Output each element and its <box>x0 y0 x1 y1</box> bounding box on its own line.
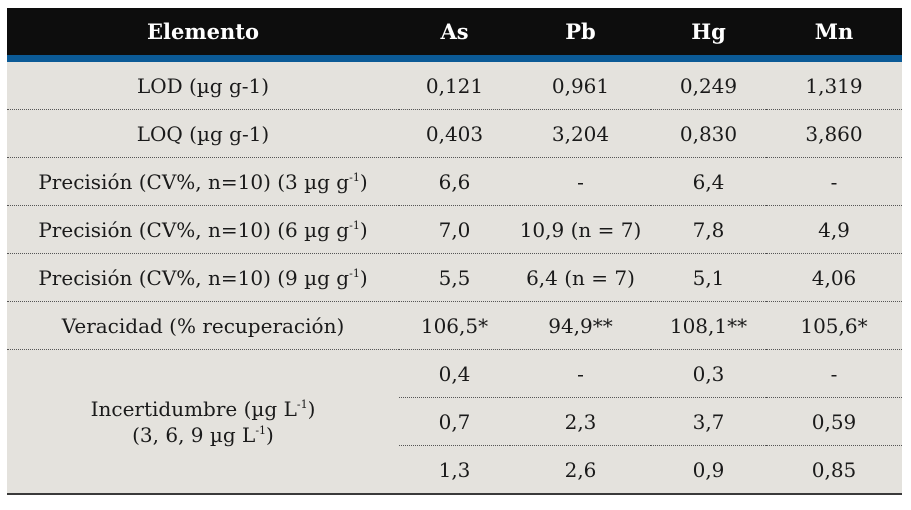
cell-as: 7,0 <box>399 205 510 254</box>
cell-as: 5,5 <box>399 253 510 302</box>
row-label: LOQ (µg g-1) <box>7 109 399 158</box>
cell-pb: 0,961 <box>510 62 651 110</box>
header-elemento: Elemento <box>7 8 399 55</box>
validation-table: Elemento As Pb Hg Mn LOD (µg g-1) 0,121 … <box>7 8 902 495</box>
table-row: Incertidumbre (µg L-1) (3, 6, 9 µg L-1) … <box>7 349 902 495</box>
cell-hg: 0,3 <box>651 349 766 398</box>
row-label: Precisión (CV%, n=10) (6 µg g-1) <box>7 205 399 254</box>
cell-mn: - <box>766 349 902 398</box>
cell-pb: 6,4 (n = 7) <box>510 253 651 302</box>
cell-mn: 0,85 <box>766 445 902 495</box>
cell-hg: 108,1** <box>651 301 766 350</box>
header-row: Elemento As Pb Hg Mn <box>7 8 902 55</box>
table-row: LOQ (µg g-1) 0,403 3,204 0,830 3,860 <box>7 109 902 158</box>
cell-hg: 0,249 <box>651 62 766 110</box>
cell-pb: 2,6 <box>510 445 651 495</box>
header-accent-bar <box>7 55 902 62</box>
cell-as: 0,7 <box>399 397 510 446</box>
cell-as: 0,403 <box>399 109 510 158</box>
row-label-uncertainty: Incertidumbre (µg L-1) (3, 6, 9 µg L-1) <box>7 349 399 495</box>
cell-pb: - <box>510 349 651 398</box>
header-pb: Pb <box>510 8 651 55</box>
cell-hg: 3,7 <box>651 397 766 446</box>
cell-pb: 94,9** <box>510 301 651 350</box>
table-row: Precisión (CV%, n=10) (9 µg g-1) 5,5 6,4… <box>7 253 902 302</box>
cell-mn: 1,319 <box>766 62 902 110</box>
cell-hg: 6,4 <box>651 157 766 206</box>
cell-mn: 4,9 <box>766 205 902 254</box>
table-row: Veracidad (% recuperación) 106,5* 94,9**… <box>7 301 902 350</box>
cell-pb: - <box>510 157 651 206</box>
header-mn: Mn <box>766 8 902 55</box>
cell-mn: 105,6* <box>766 301 902 350</box>
cell-as: 106,5* <box>399 301 510 350</box>
cell-hg: 0,9 <box>651 445 766 495</box>
row-label: Veracidad (% recuperación) <box>7 301 399 350</box>
table-row: 1,3 2,6 0,9 0,85 <box>7 445 902 495</box>
cell-mn: - <box>766 157 902 206</box>
cell-as: 0,4 <box>399 349 510 398</box>
cell-pb: 3,204 <box>510 109 651 158</box>
cell-mn: 4,06 <box>766 253 902 302</box>
row-label: Precisión (CV%, n=10) (3 µg g-1) <box>7 157 399 206</box>
table-row: LOD (µg g-1) 0,121 0,961 0,249 1,319 <box>7 62 902 110</box>
cell-pb: 10,9 (n = 7) <box>510 205 651 254</box>
row-label: Precisión (CV%, n=10) (9 µg g-1) <box>7 253 399 302</box>
header-as: As <box>399 8 510 55</box>
header-hg: Hg <box>651 8 766 55</box>
row-label: LOD (µg g-1) <box>7 62 399 110</box>
cell-as: 6,6 <box>399 157 510 206</box>
cell-pb: 2,3 <box>510 397 651 446</box>
table-row: Precisión (CV%, n=10) (3 µg g-1) 6,6 - 6… <box>7 157 902 206</box>
table-row: 0,7 2,3 3,7 0,59 <box>7 397 902 446</box>
table-row: Precisión (CV%, n=10) (6 µg g-1) 7,0 10,… <box>7 205 902 254</box>
cell-hg: 5,1 <box>651 253 766 302</box>
cell-mn: 3,860 <box>766 109 902 158</box>
cell-hg: 7,8 <box>651 205 766 254</box>
cell-mn: 0,59 <box>766 397 902 446</box>
cell-hg: 0,830 <box>651 109 766 158</box>
cell-as: 0,121 <box>399 62 510 110</box>
cell-as: 1,3 <box>399 445 510 495</box>
